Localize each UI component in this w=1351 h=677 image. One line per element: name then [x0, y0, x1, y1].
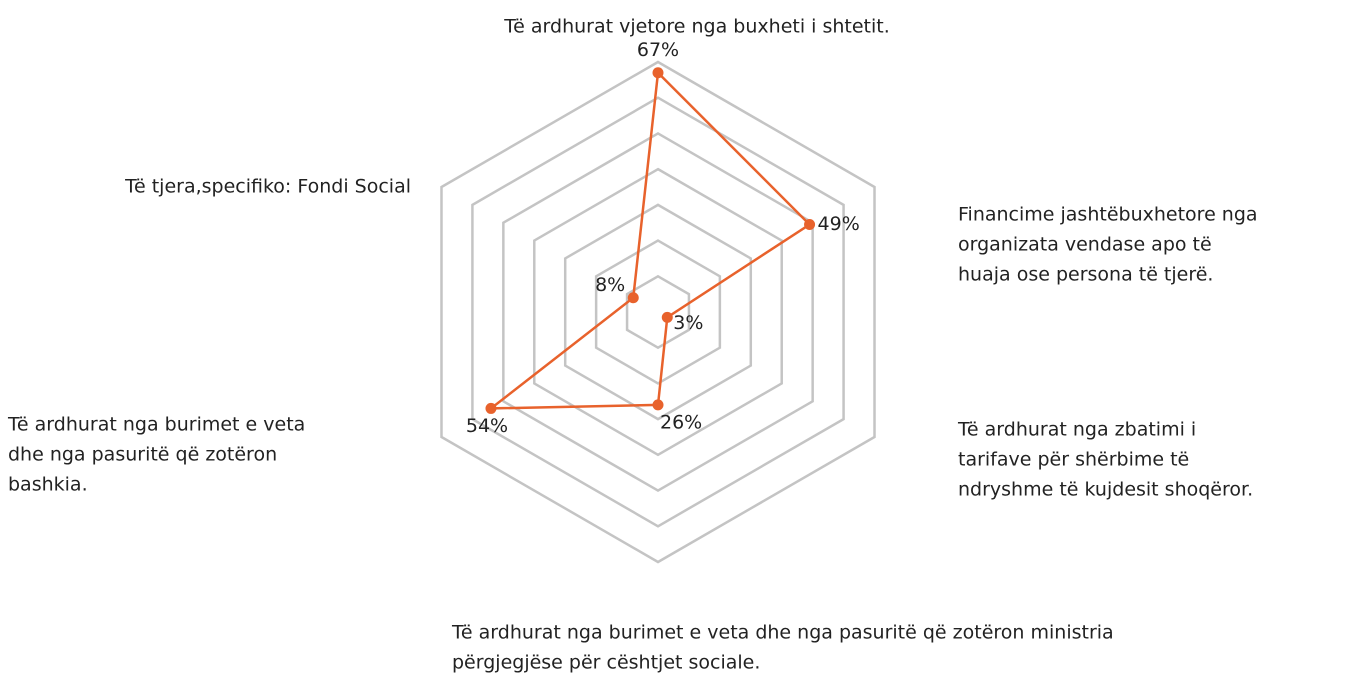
grid-ring — [471, 96, 845, 528]
data-point — [485, 402, 497, 414]
axis-label: Financime jashtëbuxhetore nga — [958, 204, 1258, 226]
data-point — [804, 219, 816, 230]
data-label: 26% — [660, 411, 702, 433]
data-label: 54% — [466, 415, 508, 437]
axis-label: Të ardhurat vjetore nga buxheti i shteti… — [503, 16, 890, 38]
data-point — [627, 292, 639, 304]
axis-label: ndryshme të kujdesit shoqëror. — [958, 479, 1253, 501]
data-label: 8% — [595, 274, 625, 296]
grid-ring — [625, 274, 691, 350]
grid-ring — [533, 167, 783, 457]
grid-ring — [440, 60, 876, 564]
grid-ring — [594, 239, 722, 385]
axis-label: organizata vendase apo të — [958, 234, 1212, 256]
axis-label: përgjegjëse për cështjet sociale. — [452, 652, 760, 674]
data-label: 49% — [818, 213, 860, 235]
axis-label: Të ardhurat nga zbatimi i — [957, 419, 1196, 441]
data-point — [661, 311, 673, 323]
axis-label: dhe nga pasuritë që zotëron — [8, 444, 277, 466]
axis-label: bashkia. — [8, 474, 88, 496]
axis-label: tarifave për shërbime të — [958, 449, 1189, 471]
data-point — [652, 67, 664, 79]
data-label: 3% — [673, 312, 703, 334]
data-label: 67% — [637, 39, 679, 61]
grid-ring — [563, 203, 753, 421]
axis-label: huaja ose persona të tjerë. — [958, 264, 1213, 286]
data-point — [652, 399, 664, 411]
axis-label: Të ardhurat nga burimet e veta — [7, 414, 305, 436]
grid-ring — [502, 131, 814, 493]
axis-label: Të tjera,specifiko: Fondi Social — [124, 176, 411, 198]
axis-label: Të ardhurat nga burimet e veta dhe nga p… — [451, 622, 1114, 644]
